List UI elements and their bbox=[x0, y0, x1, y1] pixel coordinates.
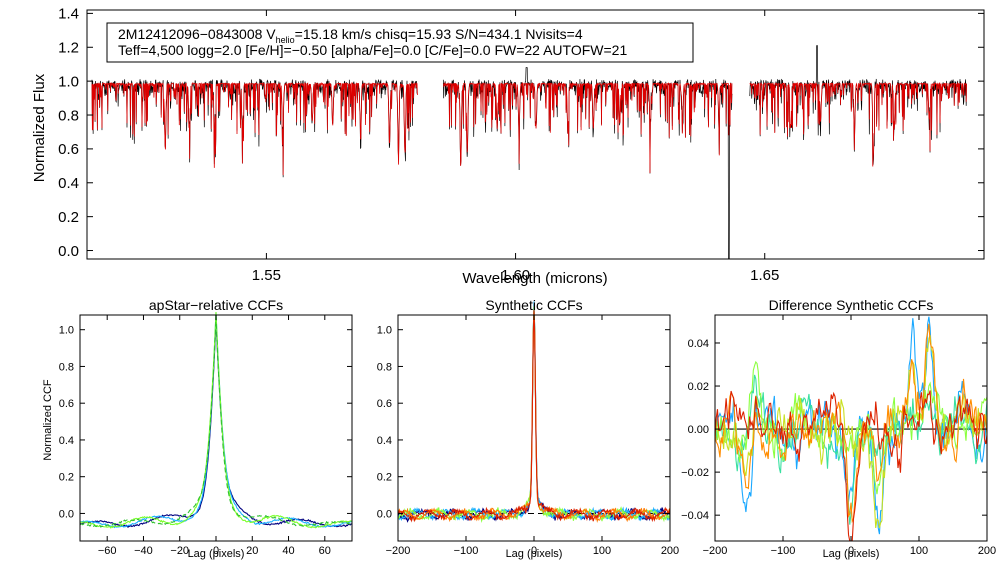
synthetic-ccf-series-3 bbox=[397, 306, 671, 524]
difference-ccf-xtick-label: −200 bbox=[703, 545, 728, 557]
spectrum-ytick-label: 0.4 bbox=[58, 175, 79, 192]
difference-ccf-ytick-label: −0.04 bbox=[681, 510, 709, 522]
apstar-ccf-ytick-label: 0.8 bbox=[59, 361, 74, 373]
apstar-ccf-xtick-label: 0 bbox=[213, 545, 219, 557]
spectrum-ytick-label: 1.2 bbox=[58, 40, 79, 57]
synthetic-ccf-x-label: Lag (pixels) bbox=[506, 548, 563, 560]
apstar-ccf-ytick-label: 0.4 bbox=[59, 435, 74, 447]
synthetic-ccf-ytick-label: 0.0 bbox=[377, 508, 392, 520]
difference-ccf-series-2 bbox=[714, 374, 988, 525]
apstar-ccf-panel: −60 −40 −20 0 20 40 60 0.0 0.2 0.4 0.6 0.8 1.0 apSta… bbox=[42, 297, 353, 560]
apstar-ccf-series-2 bbox=[79, 312, 353, 529]
spectrum-ytick-label: 0.8 bbox=[58, 107, 79, 124]
synthetic-ccf-xtick-label: 0 bbox=[531, 545, 537, 557]
difference-ccf-panel: −200 −100 0 100 200 −0.04 −0.02 0.00 0.02 0.04 Di… bbox=[681, 297, 996, 560]
difference-ccf-ticks: −200 −100 0 100 200 −0.04 −0.02 0.00 0.02 0.04 bbox=[681, 315, 996, 557]
spectrum-ticks: 1.55 1.60 1.65 0.0 0.2 0.4 0.6 0.8 1.0 1.2 1.4 bbox=[58, 6, 984, 284]
spectrum-x-label: Wavelength (microns) bbox=[462, 270, 607, 287]
spectrum-xtick-label: 1.60 bbox=[501, 267, 530, 284]
apstar-ccf-title: apStar−relative CCFs bbox=[149, 297, 283, 313]
synthetic-ccf-series-5 bbox=[397, 310, 671, 523]
difference-ccf-x-label: Lag (pixels) bbox=[823, 548, 880, 560]
synthetic-ccf-series-1 bbox=[397, 307, 671, 523]
model-spectrum-chip-1 bbox=[91, 81, 418, 176]
synthetic-ccf-ticks: −200 −100 0 100 200 0.0 0.2 0.4 0.6 0.8 1.0 bbox=[377, 315, 679, 557]
spectrum-xtick-label: 1.65 bbox=[750, 267, 779, 284]
synthetic-ccf-series-2 bbox=[397, 301, 671, 522]
apstar-ccf-ytick-label: 0.2 bbox=[59, 472, 74, 484]
difference-ccf-xtick-label: 100 bbox=[910, 545, 928, 557]
difference-ccf-series-4 bbox=[714, 335, 988, 529]
model-spectrum-chip-3 bbox=[749, 81, 967, 167]
difference-ccf-xtick-label: −100 bbox=[771, 545, 796, 557]
synthetic-ccf-title: Synthetic CCFs bbox=[485, 297, 582, 313]
observed-spectrum-chip-3 bbox=[749, 45, 967, 166]
apstar-ccf-series-3 bbox=[79, 312, 353, 529]
apstar-ccf-y-label: Normalized CCF bbox=[42, 379, 54, 461]
spectrum-y-label: Normalized Flux bbox=[31, 73, 48, 182]
info-line-1: 2M12412096−0843008 Vhelio=15.18 km/s chi… bbox=[118, 26, 583, 45]
synthetic-ccf-xtick-label: −200 bbox=[386, 545, 411, 557]
difference-ccf-series-1 bbox=[714, 316, 988, 535]
spectrum-info-box: 2M12412096−0843008 Vhelio=15.18 km/s chi… bbox=[106, 22, 694, 63]
apstar-ccf-series-4 bbox=[79, 317, 353, 528]
apstar-ccf-ytick-label: 0.0 bbox=[59, 508, 74, 520]
apstar-ccf-ticks: −60 −40 −20 0 20 40 60 0.0 0.2 0.4 0.6 0.8 1.0 bbox=[59, 315, 352, 557]
spectrum-ytick-label: 0.0 bbox=[58, 243, 79, 260]
apstar-ccf-ytick-label: 0.6 bbox=[59, 398, 74, 410]
difference-ccf-xtick-label: 0 bbox=[848, 545, 854, 557]
spectrum-ytick-label: 0.2 bbox=[58, 209, 79, 226]
synthetic-ccf-traces bbox=[397, 301, 671, 524]
synthetic-ccf-xtick-label: −100 bbox=[454, 545, 479, 557]
apstar-ccf-xtick-label: 60 bbox=[319, 545, 331, 557]
apstar-ccf-xtick-label: −60 bbox=[98, 545, 117, 557]
difference-ccf-ytick-label: 0.04 bbox=[688, 338, 709, 350]
spectrum-panel: 1.55 1.60 1.65 0.0 0.2 0.4 0.6 0.8 1.0 1.2 1.4 2M1… bbox=[31, 6, 985, 287]
synthetic-ccf-ytick-label: 0.8 bbox=[377, 361, 392, 373]
spectrum-ytick-label: 1.4 bbox=[58, 6, 79, 23]
difference-ccf-series-3 bbox=[714, 360, 988, 495]
difference-ccf-title: Difference Synthetic CCFs bbox=[769, 297, 934, 313]
spectrum-traces bbox=[91, 45, 967, 260]
synthetic-ccf-frame bbox=[397, 314, 671, 542]
synthetic-ccf-series-4 bbox=[397, 311, 671, 523]
apstar-ccf-xtick-label: 40 bbox=[282, 545, 294, 557]
difference-ccf-ytick-label: 0.00 bbox=[688, 424, 709, 436]
apstar-ccf-frame bbox=[79, 314, 353, 542]
spectrum-ytick-label: 1.0 bbox=[58, 73, 79, 90]
apstar-ccf-xtick-label: −20 bbox=[170, 545, 189, 557]
apstar-ccf-xtick-label: −40 bbox=[134, 545, 153, 557]
apstar-ccf-x-label: Lag (pixels) bbox=[188, 548, 245, 560]
spectrum-plot-frame bbox=[86, 9, 985, 260]
synthetic-ccf-ytick-label: 0.6 bbox=[377, 398, 392, 410]
apstar-ccf-traces bbox=[79, 312, 353, 529]
synthetic-ccf-ytick-label: 1.0 bbox=[377, 325, 392, 337]
difference-ccf-ytick-label: −0.02 bbox=[681, 467, 709, 479]
apstar-ccf-series-1 bbox=[79, 318, 353, 529]
spectrum-ytick-label: 0.6 bbox=[58, 141, 79, 158]
info-stats: =15.18 km/s chisq=15.93 S/N=434.1 Nvisit… bbox=[295, 26, 583, 42]
apstar-ccf-xtick-label: 20 bbox=[246, 545, 258, 557]
difference-ccf-series-5 bbox=[714, 323, 988, 524]
synthetic-ccf-xtick-label: 100 bbox=[593, 545, 611, 557]
model-spectrum-chip-2 bbox=[442, 81, 733, 174]
info-star-id: 2M12412096−0843008 V bbox=[118, 26, 276, 42]
synthetic-ccf-ytick-label: 0.4 bbox=[377, 435, 392, 447]
difference-ccf-ytick-label: 0.02 bbox=[688, 381, 709, 393]
synthetic-ccf-xtick-label: 200 bbox=[661, 545, 679, 557]
difference-ccf-traces bbox=[714, 316, 988, 542]
synthetic-ccf-panel: −200 −100 0 100 200 0.0 0.2 0.4 0.6 0.8 1.0 Synthe… bbox=[377, 297, 679, 560]
info-vhelio-subscript: helio bbox=[276, 35, 295, 45]
spectrum-xtick-label: 1.55 bbox=[252, 267, 281, 284]
apstar-ccf-ytick-label: 1.0 bbox=[59, 325, 74, 337]
info-line-2: Teff=4,500 logg=2.0 [Fe/H]=−0.50 [alpha/… bbox=[118, 42, 627, 58]
difference-ccf-xtick-label: 200 bbox=[978, 545, 996, 557]
synthetic-ccf-ytick-label: 0.2 bbox=[377, 472, 392, 484]
info-box-frame bbox=[106, 22, 694, 63]
